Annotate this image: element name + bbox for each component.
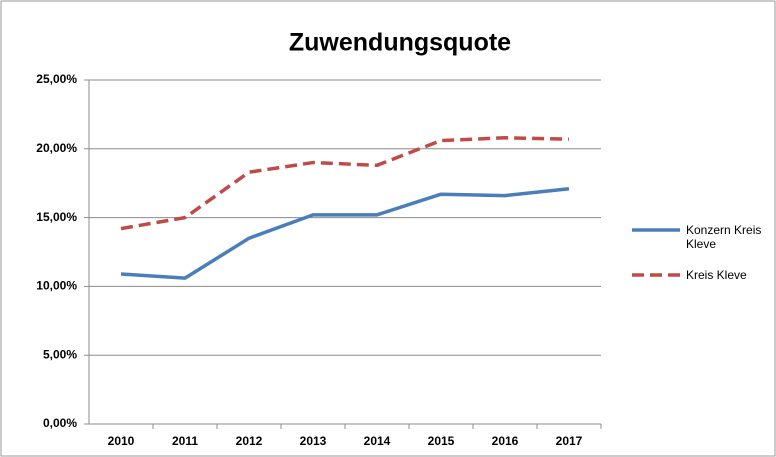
legend-label: Kreis Kleve <box>686 268 747 282</box>
y-tick-label: 20,00% <box>36 141 77 155</box>
chart-title: Zuwendungsquote <box>289 29 511 57</box>
x-tick-label: 2010 <box>108 434 135 448</box>
series-line <box>120 186 570 280</box>
x-tick-label: 2017 <box>556 434 583 448</box>
x-tick-label: 2014 <box>364 434 391 448</box>
x-tick-label: 2011 <box>172 434 198 448</box>
y-tick-label: 10,00% <box>36 279 77 293</box>
series-line <box>120 136 570 231</box>
y-tick-label: 15,00% <box>36 210 77 224</box>
y-tick-label: 0,00% <box>43 416 77 430</box>
x-tick-label: 2013 <box>300 434 327 448</box>
x-tick-label: 2015 <box>428 434 455 448</box>
x-tick-label: 2016 <box>492 434 519 448</box>
y-tick-label: 25,00% <box>36 72 77 86</box>
y-tick-label: 5,00% <box>43 347 77 361</box>
legend-label: Konzern Kreis Kleve <box>686 223 762 251</box>
x-tick-label: 2012 <box>236 434 263 448</box>
